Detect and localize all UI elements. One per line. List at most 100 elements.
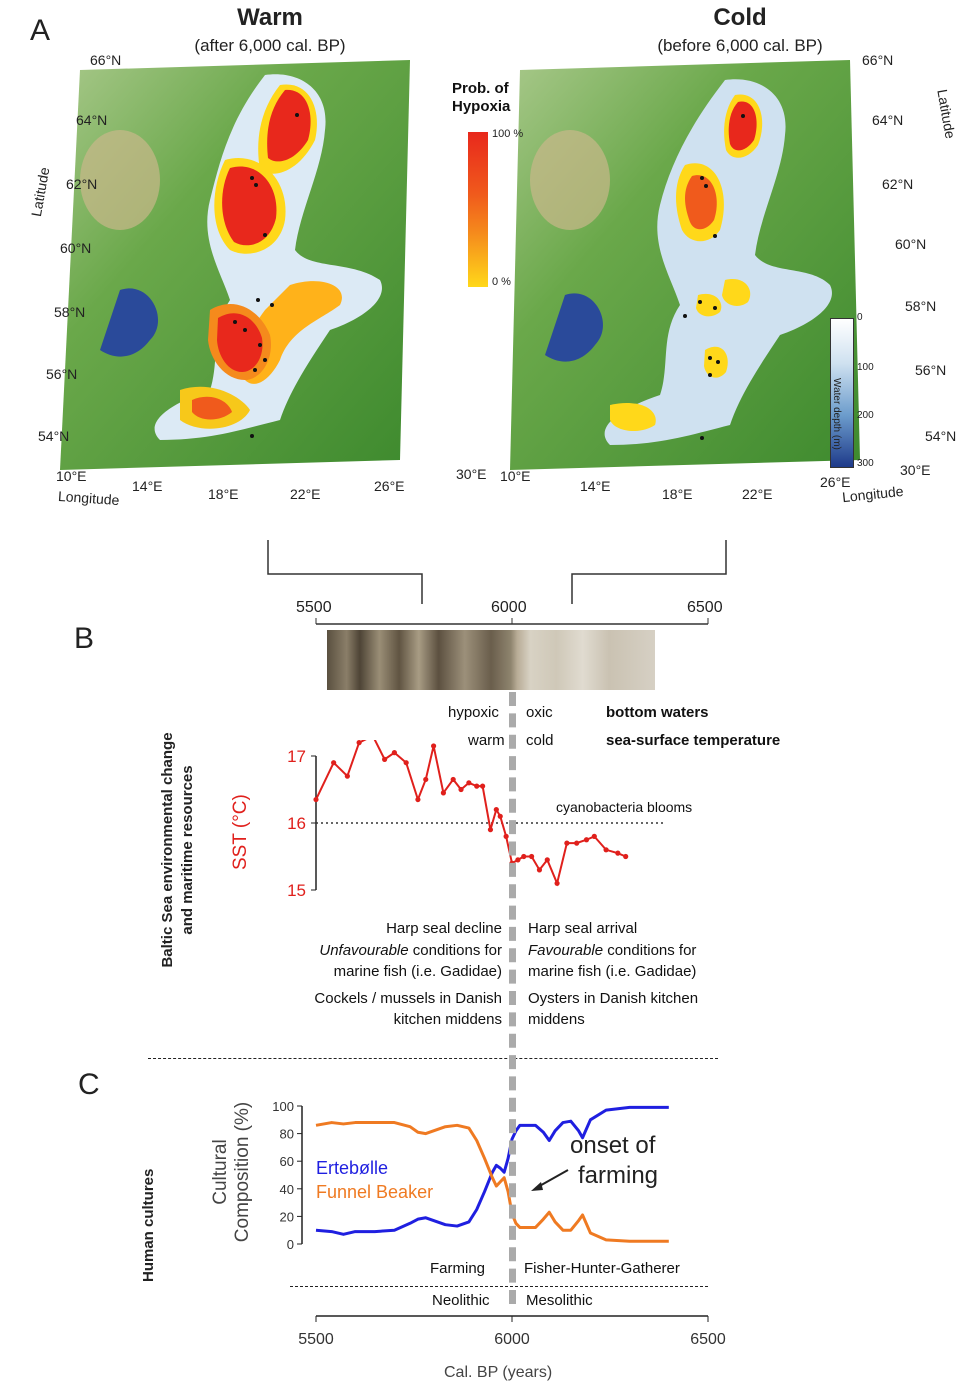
sst-point <box>415 796 421 803</box>
sst-point <box>515 857 521 863</box>
lon-tick-l-26: 26°E <box>374 478 405 494</box>
hypoxia-legend-title-1: Prob. of <box>452 80 509 97</box>
sst-point <box>313 796 319 803</box>
sst-point <box>623 853 629 860</box>
sst-point <box>564 840 570 846</box>
lon-tick-r-14: 14°E <box>580 478 611 494</box>
depth-legend-title: Water depth (m) <box>831 378 842 450</box>
culture-ytick-label: 60 <box>280 1154 294 1169</box>
hypoxia-legend-title-2: Hypoxia <box>452 98 511 115</box>
x-axis-label: Cal. BP (years) <box>444 1364 553 1381</box>
sst-point <box>487 827 494 833</box>
cold-label: cold <box>526 732 554 749</box>
culture-ylabel-text: Cultural Composition (%) <box>210 1101 253 1243</box>
lat-tick-r-60: 60°N <box>895 236 927 252</box>
onset-arrow <box>531 1169 569 1191</box>
panel-a-letter: A <box>30 14 51 47</box>
lon-tick-l-14: 14°E <box>132 478 163 494</box>
sst-point <box>356 740 362 746</box>
right-note-2a: Favourable <box>528 942 604 959</box>
right-note-2: Favourable conditions for <box>528 940 748 961</box>
culture-ylabel: Cultural Composition (%) <box>210 1092 254 1252</box>
sst-point <box>423 776 429 783</box>
onset-of-farming-line1: onset of <box>570 1132 656 1159</box>
onset-of-farming-line2: farming <box>578 1162 659 1189</box>
left-note-4: Cockels / mussels in Danish <box>314 990 502 1007</box>
mesolithic-label: Mesolithic <box>526 1292 593 1309</box>
sst-point <box>574 840 580 846</box>
sst-point <box>458 786 464 793</box>
sst-ylabel: SST (°C) <box>230 794 251 870</box>
sst-point <box>544 857 550 863</box>
lat-tick-l-58: 58°N <box>54 304 86 320</box>
culture-ytick-label: 20 <box>280 1209 294 1224</box>
depth-tick-200: 200 <box>857 410 874 421</box>
cold-map-title: Cold <box>713 4 767 31</box>
left-note-1: Harp seal decline <box>386 920 502 937</box>
core-tick-5500: 5500 <box>296 599 332 616</box>
side-label-env: Baltic Sea environmental change and mari… <box>158 670 198 1030</box>
lat-tick-l-64: 64°N <box>76 112 108 128</box>
sst-point <box>503 833 509 839</box>
lat-tick-r-64: 64°N <box>872 112 904 128</box>
culture-xtick-label: 6000 <box>494 1331 530 1348</box>
culture-ytick-label: 80 <box>280 1127 294 1142</box>
sst-point <box>440 790 446 796</box>
lon-tick-l-10: 10°E <box>56 468 87 484</box>
warm-label: warm <box>468 732 505 749</box>
lon-tick-l-30: 30°E <box>456 466 487 482</box>
sediment-core-photo <box>327 630 655 690</box>
section-divider <box>148 1058 718 1059</box>
culture-xtick-label: 6500 <box>690 1331 726 1348</box>
lon-tick-r-30: 30°E <box>900 462 931 478</box>
sst-point <box>331 760 337 766</box>
fhg-label: Fisher-Hunter-Gatherer <box>524 1260 680 1277</box>
depth-tick-100: 100 <box>857 362 874 373</box>
sst-ytick-label: 17 <box>287 747 306 766</box>
culture-ytick-label: 40 <box>280 1182 294 1197</box>
lat-tick-l-56: 56°N <box>46 366 78 382</box>
cold-longitude-label: Longitude <box>841 482 905 506</box>
right-note-4: Oysters in Danish kitchen <box>528 990 699 1007</box>
right-note-2b: conditions for <box>603 942 697 959</box>
map-bracket-lines <box>267 540 727 604</box>
sst-point <box>466 780 472 786</box>
warm-latitude-label: Latitude <box>28 165 53 218</box>
sst-point <box>591 833 597 839</box>
hypoxia-legend-max: 100 % <box>492 128 524 140</box>
lat-tick-r-56: 56°N <box>915 362 947 378</box>
lon-tick-r-10: 10°E <box>500 468 531 484</box>
sst-point <box>493 807 499 813</box>
warm-map-title: Warm <box>237 4 303 31</box>
depth-tick-300: 300 <box>857 458 874 469</box>
right-note-1: Harp seal arrival <box>528 920 638 937</box>
left-notes: Harp seal decline Unfavourable condition… <box>296 918 502 1030</box>
sst-point <box>615 850 621 856</box>
left-note-5: kitchen middens <box>393 1011 502 1028</box>
left-note-2: Unfavourable conditions for <box>296 940 502 961</box>
cyanobacteria-label: cyanobacteria blooms <box>556 799 693 815</box>
funnel-beaker-series-line <box>315 1121 669 1243</box>
sst-point <box>403 760 409 766</box>
sst-ytick-label: 15 <box>287 881 306 900</box>
side-label-cultures: Human cultures <box>140 1168 157 1282</box>
sst-point <box>391 750 397 756</box>
right-note-5: middens <box>528 1011 585 1028</box>
lon-tick-l-18: 18°E <box>208 486 239 502</box>
left-note-2b: conditions for <box>408 942 502 959</box>
sst-point <box>344 773 350 779</box>
hypoxic-label: hypoxic <box>448 704 499 721</box>
ertebolle-series-line <box>315 1105 669 1236</box>
lat-tick-r-62: 62°N <box>882 176 914 192</box>
sst-point <box>536 867 543 873</box>
culture-ytick-label: 0 <box>287 1237 294 1252</box>
right-notes: Harp seal arrival Favourable conditions … <box>528 918 748 1030</box>
lon-tick-l-22: 22°E <box>290 486 321 502</box>
core-tick-6000: 6000 <box>491 599 527 616</box>
boundary-6000-divider <box>509 692 516 1304</box>
depth-colorbar <box>830 318 854 468</box>
oxic-label: oxic <box>526 704 553 721</box>
sst-point <box>382 756 388 762</box>
lat-tick-l-62: 62°N <box>66 176 98 192</box>
sst-point <box>497 813 503 819</box>
